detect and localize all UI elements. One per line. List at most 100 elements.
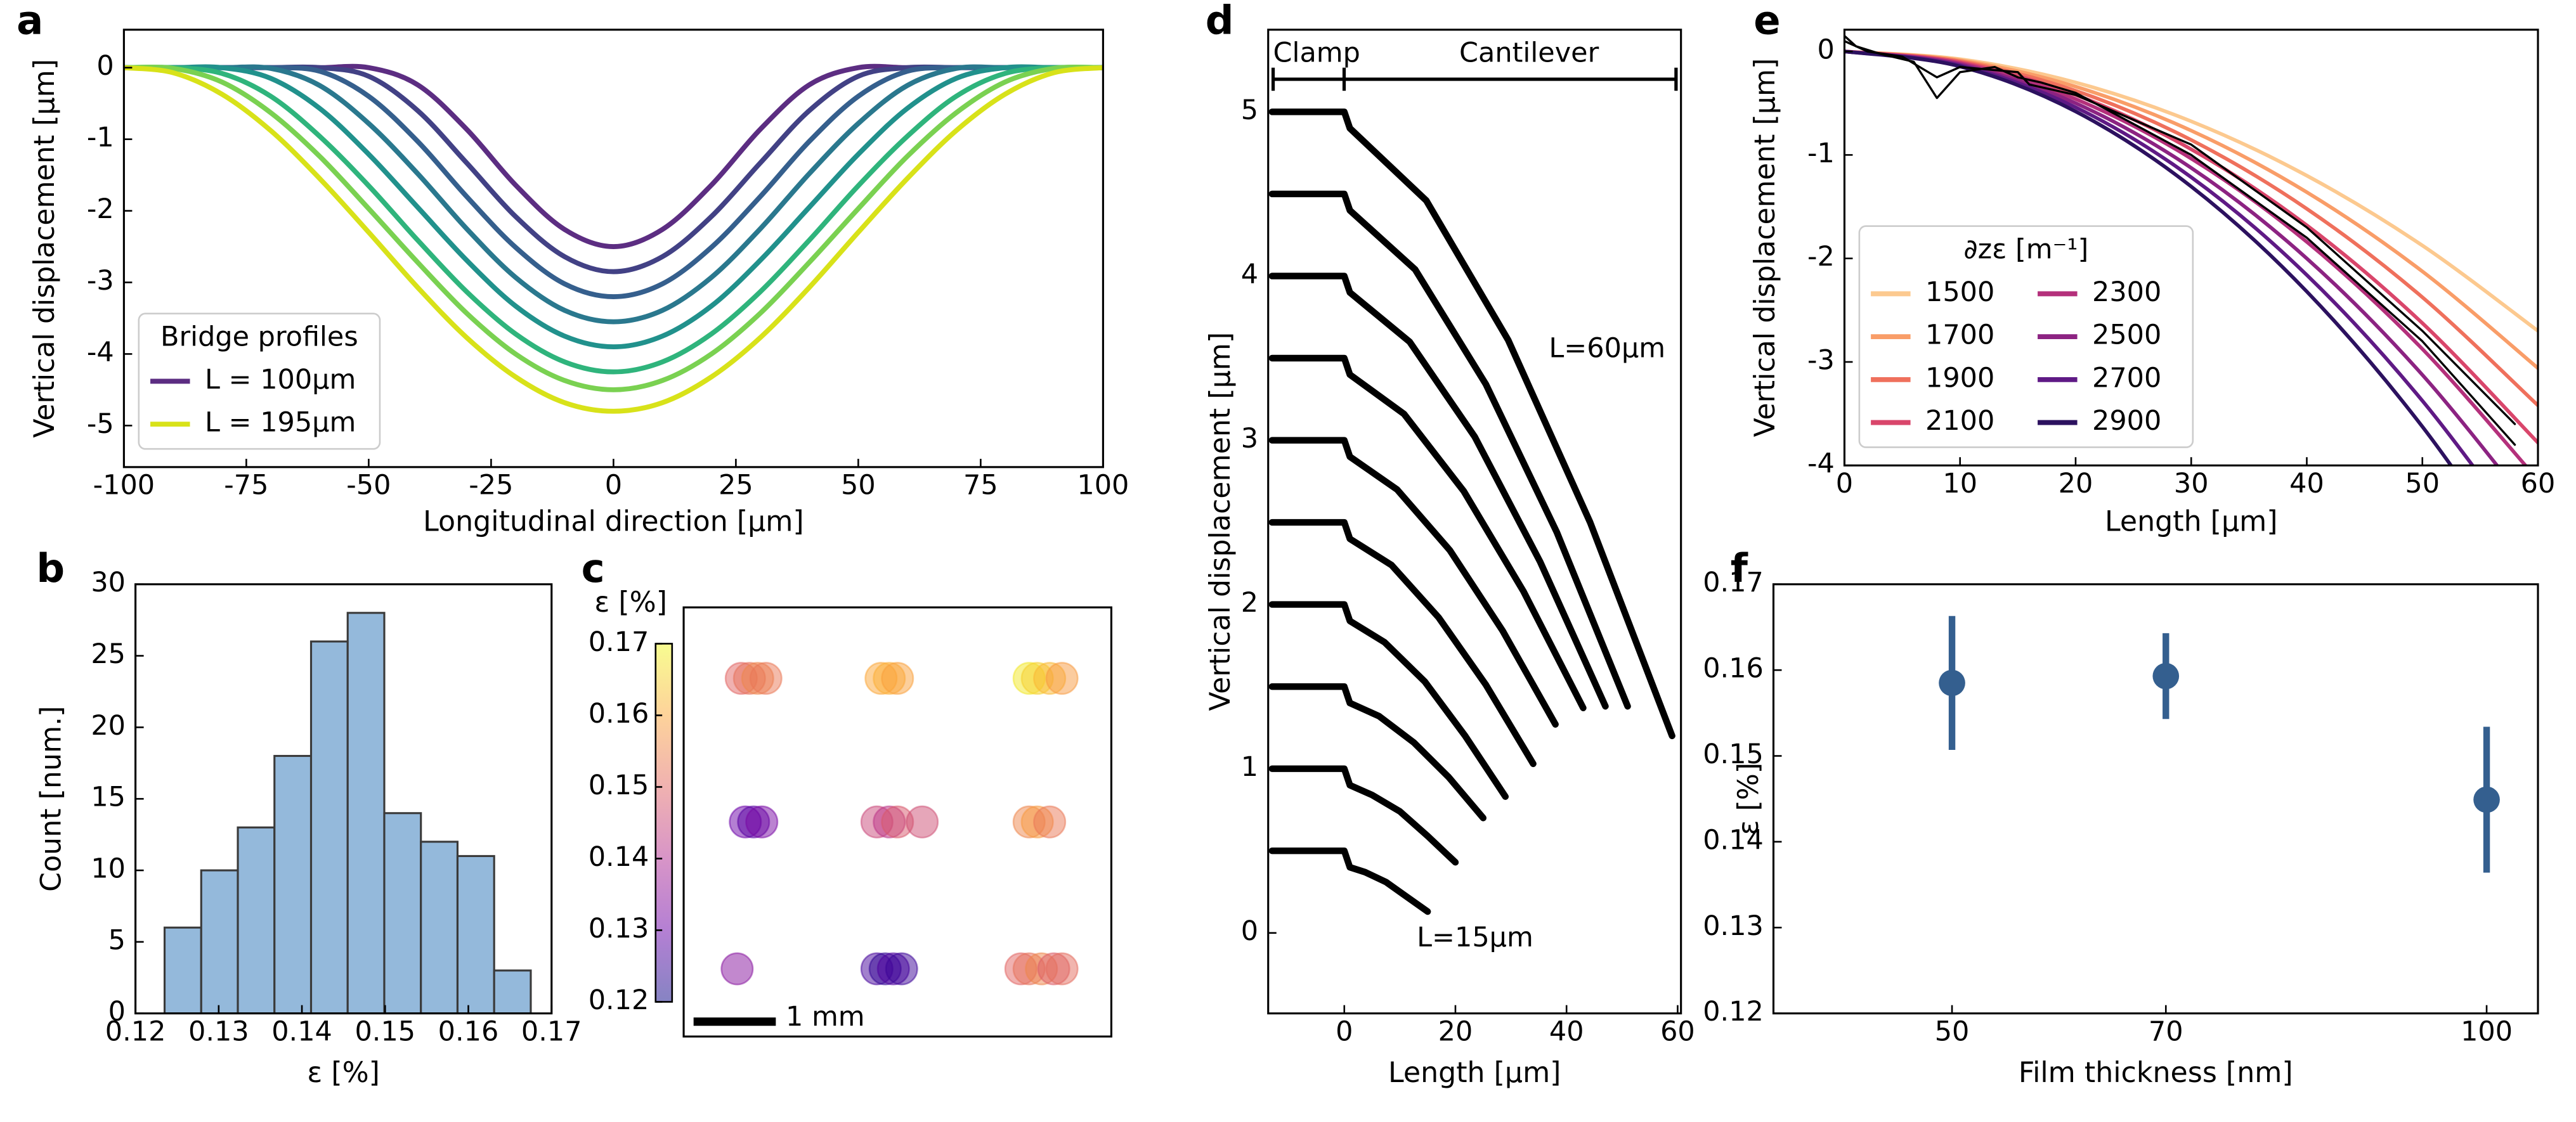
x-tick-label: 10 [1942,468,1977,500]
bar [493,969,532,1014]
x-tick-label: -25 [469,470,513,501]
point [1045,662,1079,695]
y-tick-label: 2 [1241,587,1258,619]
y-tick-label: 20 [91,710,126,742]
bar [163,926,202,1014]
y-tick-label: -2 [87,193,114,225]
y-tick-label: 0.13 [1703,910,1764,942]
colorbar-tick-label: 0.12 [589,984,649,1016]
line [1268,683,1487,822]
y-tick-label: 0.16 [1703,653,1764,685]
y-axis-label: Vertical displacement [µm] [29,59,61,438]
line [1268,765,1459,866]
panel-label: c [582,545,605,591]
plot-area [720,662,1079,986]
point [1045,952,1079,986]
x-tick-label: 100 [2461,1016,2513,1047]
axes-frame [1772,583,2539,1015]
panel-label: d [1206,0,1234,44]
y-axis-label: ε [%] [1733,763,1765,835]
line [1268,437,1559,728]
y-axis-label: Vertical displacement [µm] [1204,332,1237,711]
y-tick-label: -4 [87,337,114,368]
x-tick-label: 40 [2289,468,2324,500]
colorbar-tick-label: 0.15 [589,770,649,801]
x-tick-label: 0 [1336,1016,1353,1047]
y-tick-label: 25 [91,638,126,670]
point [1939,669,1965,697]
legend-label: 1700 [1925,319,1994,351]
x-tick-label: 100 [1077,470,1129,501]
x-tick-label: 70 [2149,1016,2183,1047]
colorbar-tick-label: 0.14 [589,841,649,873]
bar [273,754,313,1014]
y-axis-label: Count [num.] [35,706,67,892]
legend-label: 1900 [1925,362,1994,394]
legend-box [1858,225,2194,448]
panel-label: a [16,0,43,44]
panel-label: e [1753,0,1780,44]
bar [420,841,459,1014]
colorbar-tick-label: 0.16 [589,698,649,730]
legend-box [138,313,381,450]
point [885,952,918,986]
colorbar [654,643,673,1003]
point [906,805,939,839]
bar [456,854,495,1014]
x-tick-label: 75 [963,470,998,501]
x-tick-label: 30 [2174,468,2209,500]
x-tick-label: -50 [346,470,391,501]
line [1268,847,1431,915]
point [749,662,783,695]
panel-label: b [36,545,65,591]
x-tick-label: 0.12 [105,1016,166,1047]
legend-label: 2900 [2092,405,2161,437]
y-tick-label: -4 [1807,448,1835,480]
legend-title: Bridge profiles [160,321,358,352]
line [1268,108,1675,740]
legend-label: 2500 [2092,319,2161,351]
point [2152,662,2180,690]
x-tick-label: 0.13 [188,1016,249,1047]
x-axis-label: ε [%] [307,1057,380,1089]
y-tick-label: 0.14 [1703,824,1764,856]
line [124,65,1103,375]
y-tick-label: 15 [91,782,126,813]
legend: Bridge profiles L = 100µm L = 195µm [138,313,381,450]
line [124,64,1103,350]
bar [200,869,239,1014]
y-tick-label: 0 [108,996,126,1028]
x-tick-label: 0.14 [271,1016,332,1047]
x-tick-label: 0 [1836,468,1853,500]
line [1268,519,1537,768]
y-tick-label: 0.17 [1703,567,1764,598]
x-tick-label: 40 [1549,1016,1584,1047]
y-tick-label: 5 [108,924,126,956]
line [1268,190,1631,710]
x-axis-label: Length [µm] [2105,505,2277,538]
x-tick-label: 0 [605,470,622,501]
x-axis-label: Longitudinal direction [µm] [423,505,803,538]
line [1268,354,1587,712]
legend: ∂zε [m⁻¹] 1500 1700 1900 2100 2300 2500 2700 290… [1858,225,2194,448]
point [1033,805,1067,839]
bar [237,826,276,1014]
plot-area [163,612,532,1014]
x-tick-label: 50 [1935,1016,1970,1047]
plot-area [124,63,1103,414]
y-tick-label: -1 [87,122,114,153]
x-axis-label: Film thickness [nm] [2019,1057,2293,1089]
annotation: Clamp [1273,37,1360,68]
line [124,65,1103,299]
y-tick-label: 0.15 [1703,738,1764,770]
y-tick-label: 0 [1817,34,1834,66]
x-tick-label: -75 [224,470,268,501]
annotation: L=60µm [1549,332,1665,364]
legend-label: L = 100µm [205,364,356,396]
x-tick-label: 25 [719,470,753,501]
point [745,805,779,839]
x-tick-label: 0.16 [438,1016,499,1047]
y-tick-label: 0 [1241,915,1258,947]
